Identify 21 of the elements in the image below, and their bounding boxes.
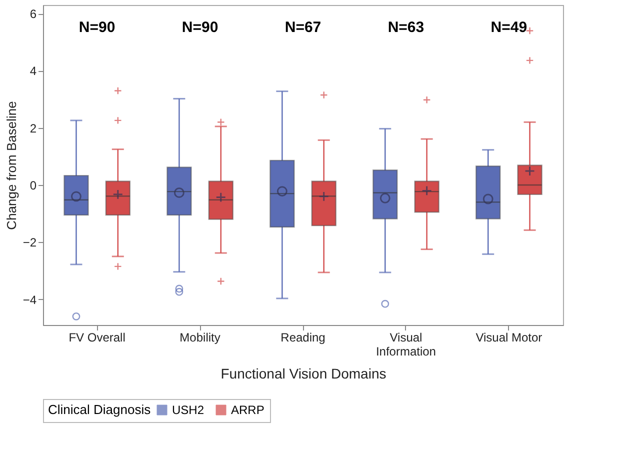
y-axis-title: Change from Baseline (4, 101, 19, 230)
x-axis-title: Functional Vision Domains (220, 366, 386, 382)
annotation: N=63 (388, 19, 424, 36)
annotation: N=49 (490, 19, 528, 36)
legend-title: Clinical Diagnosis (48, 402, 152, 417)
x-tick-label: Visual Motor (476, 330, 542, 344)
y-tick-label: 4 (30, 64, 37, 78)
x-tick-label: FV Overall (68, 330, 126, 344)
y-tick-label: 2 (30, 121, 37, 136)
legend-label: USH2 (172, 403, 204, 417)
x-tick-label: Mobility (180, 330, 220, 344)
y-tick-label: −4 (22, 292, 37, 307)
x-tick-label: Reading (280, 330, 326, 344)
annotation: N=90 (78, 19, 116, 36)
y-tick-label: 6 (30, 7, 37, 22)
annotation: N=67 (284, 19, 322, 36)
x-tick-label: Visual Information (376, 330, 436, 358)
y-tick-label: −2 (22, 236, 37, 250)
annotation: N=90 (182, 19, 218, 36)
legend-label: ARRP (231, 403, 264, 417)
y-tick-label: 0 (30, 178, 37, 192)
